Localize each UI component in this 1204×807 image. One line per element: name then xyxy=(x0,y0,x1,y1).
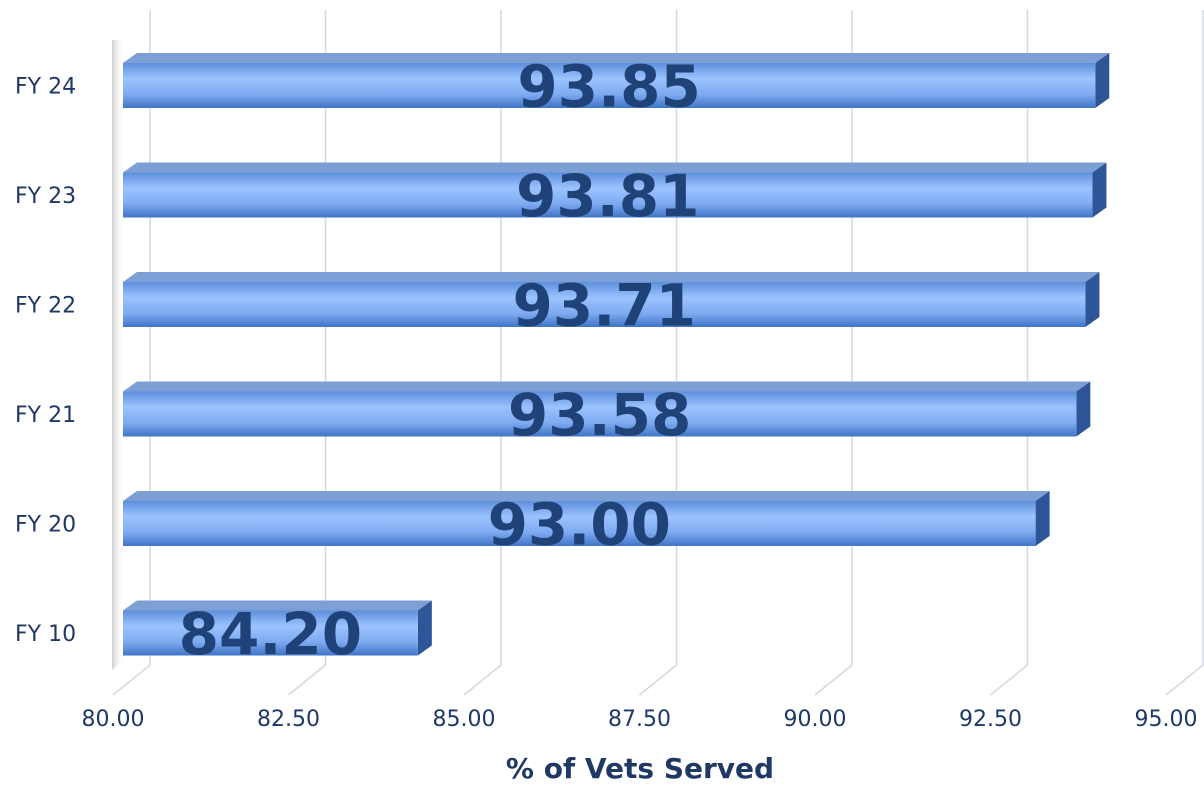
grid-line xyxy=(1165,10,1204,696)
bar-top xyxy=(123,272,1100,282)
bar-front xyxy=(123,391,1077,437)
data-label: 84.20 xyxy=(179,600,362,668)
bar-top xyxy=(123,491,1050,501)
grid xyxy=(112,10,1204,696)
data-label: 93.81 xyxy=(516,162,699,230)
bar xyxy=(123,491,1050,546)
grid-line xyxy=(639,10,678,696)
grid-line xyxy=(814,10,853,696)
bar-side xyxy=(1092,162,1107,218)
bar xyxy=(123,53,1110,108)
x-tick-label: 87.50 xyxy=(608,707,671,732)
bar xyxy=(123,272,1100,327)
bar-front xyxy=(123,282,1086,327)
y-tick-label: FY 21 xyxy=(15,403,76,428)
grid-line xyxy=(463,10,502,696)
x-tick-label: 85.00 xyxy=(433,707,496,732)
y-tick-label: FY 23 xyxy=(15,184,76,209)
bar-side xyxy=(1095,53,1110,108)
bars xyxy=(123,53,1110,656)
grid-line xyxy=(288,10,327,696)
y-tick-label: FY 22 xyxy=(15,294,76,319)
bar-front xyxy=(123,610,418,656)
left-wall xyxy=(112,40,124,670)
y-tick-label: FY 24 xyxy=(15,75,76,100)
bar-top xyxy=(123,381,1091,392)
grid-line xyxy=(990,10,1029,696)
data-label: 93.85 xyxy=(517,53,700,121)
bar xyxy=(123,600,432,656)
bar-front xyxy=(123,172,1093,218)
bar-top xyxy=(123,53,1110,63)
bar-top xyxy=(123,162,1107,173)
bar-side xyxy=(417,600,432,656)
y-tick-label: FY 20 xyxy=(15,513,76,538)
x-tick-label: 95.00 xyxy=(1135,707,1198,732)
data-label: 93.71 xyxy=(512,272,695,340)
x-tick-label: 82.50 xyxy=(257,707,320,732)
x-tick-label: 92.50 xyxy=(959,707,1022,732)
bar xyxy=(123,162,1107,218)
bar xyxy=(123,381,1091,437)
x-tick-label: 90.00 xyxy=(784,707,847,732)
bar-front xyxy=(123,63,1096,108)
y-tick-label: FY 10 xyxy=(15,622,76,647)
data-label: 93.00 xyxy=(488,491,671,559)
x-axis-title: % of Vets Served xyxy=(506,752,774,785)
bar-side xyxy=(1076,381,1091,437)
x-tick-label: 80.00 xyxy=(82,707,145,732)
bar-side xyxy=(1085,272,1100,327)
data-label: 93.58 xyxy=(508,381,691,449)
bar-front xyxy=(123,501,1036,546)
grid-line xyxy=(112,10,151,696)
bar-side xyxy=(1035,491,1050,546)
bar-top xyxy=(123,600,432,611)
